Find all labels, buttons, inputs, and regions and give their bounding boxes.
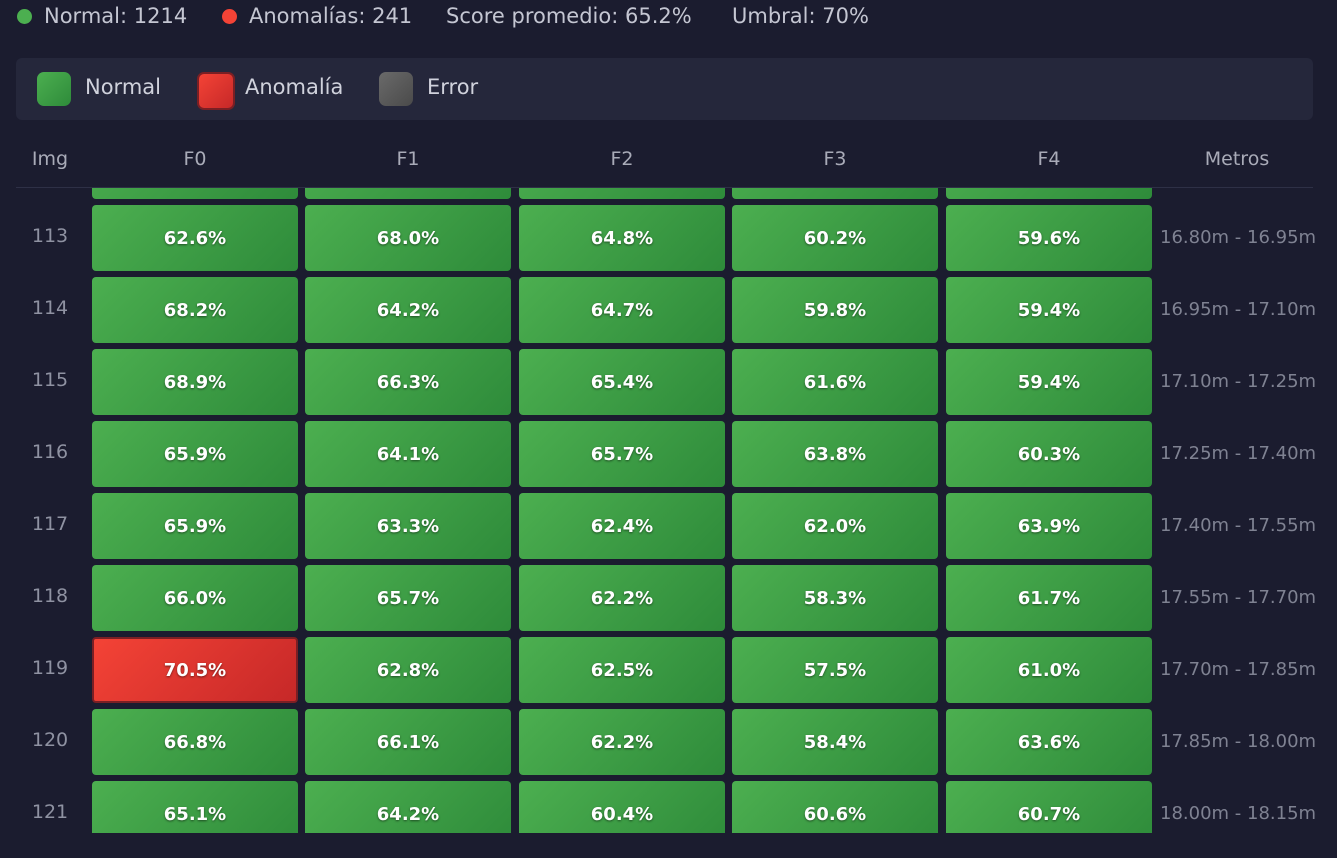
normal-count: Normal: 1214: [44, 4, 188, 28]
row-label: 114: [31, 297, 69, 319]
row-label: 121: [31, 801, 69, 823]
anomaly-dot: [222, 9, 237, 24]
score-cell: 60.2%: [732, 205, 938, 271]
score-cell: 63.3%: [305, 493, 511, 559]
row-label: 119: [31, 657, 69, 679]
score-cell: 68.0%: [305, 205, 511, 271]
score-cell: 61.0%: [946, 637, 1152, 703]
legend-label: Error: [427, 75, 479, 99]
score-cell: 66.8%: [92, 709, 298, 775]
score-cell: 65.1%: [92, 781, 298, 833]
clipped-cell: [305, 188, 511, 199]
score-cell: 59.6%: [946, 205, 1152, 271]
meters-range: 17.10m - 17.25m: [1160, 371, 1317, 392]
score-cell: 62.5%: [519, 637, 725, 703]
score-cell: 66.3%: [305, 349, 511, 415]
score-cell: 57.5%: [732, 637, 938, 703]
meters-range: 17.85m - 18.00m: [1160, 731, 1317, 752]
score-cell: 64.2%: [305, 781, 511, 833]
meters-range: 16.80m - 16.95m: [1160, 227, 1317, 248]
score-cell: 58.3%: [732, 565, 938, 631]
score-cell: 65.4%: [519, 349, 725, 415]
normal-dot: [17, 9, 32, 24]
score-cell: 65.9%: [92, 421, 298, 487]
score-cell: 70.5%: [92, 637, 298, 703]
score-cell: 65.9%: [92, 493, 298, 559]
row-label: 118: [31, 585, 69, 607]
score-cell: 61.6%: [732, 349, 938, 415]
row-label: 120: [31, 729, 69, 751]
score-cell: 61.7%: [946, 565, 1152, 631]
score-cell: 63.6%: [946, 709, 1152, 775]
clipped-cell: [732, 188, 938, 199]
score-cell: 64.2%: [305, 277, 511, 343]
row-label: 113: [31, 225, 69, 247]
score-cell: 63.9%: [946, 493, 1152, 559]
score-cell: 59.8%: [732, 277, 938, 343]
score-cell: 65.7%: [305, 565, 511, 631]
score-cell: 60.6%: [732, 781, 938, 833]
column-header: F2: [610, 148, 634, 170]
clipped-cell: [519, 188, 725, 199]
meters-range: 17.25m - 17.40m: [1160, 443, 1317, 464]
score-cell: 59.4%: [946, 277, 1152, 343]
clipped-cell: [92, 188, 298, 199]
column-header: F4: [1037, 148, 1061, 170]
row-label: 117: [31, 513, 69, 535]
score-cell: 65.7%: [519, 421, 725, 487]
legend-swatch: [37, 72, 71, 106]
score-cell: 62.2%: [519, 709, 725, 775]
score-cell: 62.4%: [519, 493, 725, 559]
score-cell: 62.0%: [732, 493, 938, 559]
column-header: F0: [183, 148, 207, 170]
column-header: F1: [396, 148, 420, 170]
meters-range: 17.70m - 17.85m: [1160, 659, 1317, 680]
column-header: F3: [823, 148, 847, 170]
score-cell: 60.3%: [946, 421, 1152, 487]
legend-swatch: [197, 72, 235, 110]
row-label: 116: [31, 441, 69, 463]
score-cell: 64.1%: [305, 421, 511, 487]
column-header: Img: [31, 148, 69, 170]
score-cell: 62.6%: [92, 205, 298, 271]
clipped-cell: [946, 188, 1152, 199]
score-cell: 63.8%: [732, 421, 938, 487]
score-cell: 62.8%: [305, 637, 511, 703]
score-cell: 64.7%: [519, 277, 725, 343]
meters-range: 18.00m - 18.15m: [1160, 803, 1317, 824]
anomaly-count: Anomalías: 241: [249, 4, 413, 28]
legend: Normal Anomalía Error: [16, 58, 1313, 120]
legend-swatch: [379, 72, 413, 106]
score-cell: 68.9%: [92, 349, 298, 415]
meters-range: 17.55m - 17.70m: [1160, 587, 1317, 608]
legend-label: Normal: [85, 75, 161, 99]
score-cell: 62.2%: [519, 565, 725, 631]
legend-label: Anomalía: [245, 75, 344, 99]
header-divider: [16, 187, 1313, 188]
score-cell: 68.2%: [92, 277, 298, 343]
score-cell: 60.7%: [946, 781, 1152, 833]
column-header: Metros: [1204, 148, 1270, 170]
score-cell: 58.4%: [732, 709, 938, 775]
score-cell: 60.4%: [519, 781, 725, 833]
score-cell: 66.0%: [92, 565, 298, 631]
row-label: 115: [31, 369, 69, 391]
threshold: Umbral: 70%: [732, 4, 869, 28]
meters-range: 17.40m - 17.55m: [1160, 515, 1317, 536]
table-body: 113 62.6% 68.0% 64.8% 60.2% 59.6% 16.80m - 16.…: [0, 188, 1337, 833]
score-average: Score promedio: 65.2%: [446, 4, 692, 28]
score-cell: 59.4%: [946, 349, 1152, 415]
score-cell: 64.8%: [519, 205, 725, 271]
score-cell: 66.1%: [305, 709, 511, 775]
meters-range: 16.95m - 17.10m: [1160, 299, 1317, 320]
